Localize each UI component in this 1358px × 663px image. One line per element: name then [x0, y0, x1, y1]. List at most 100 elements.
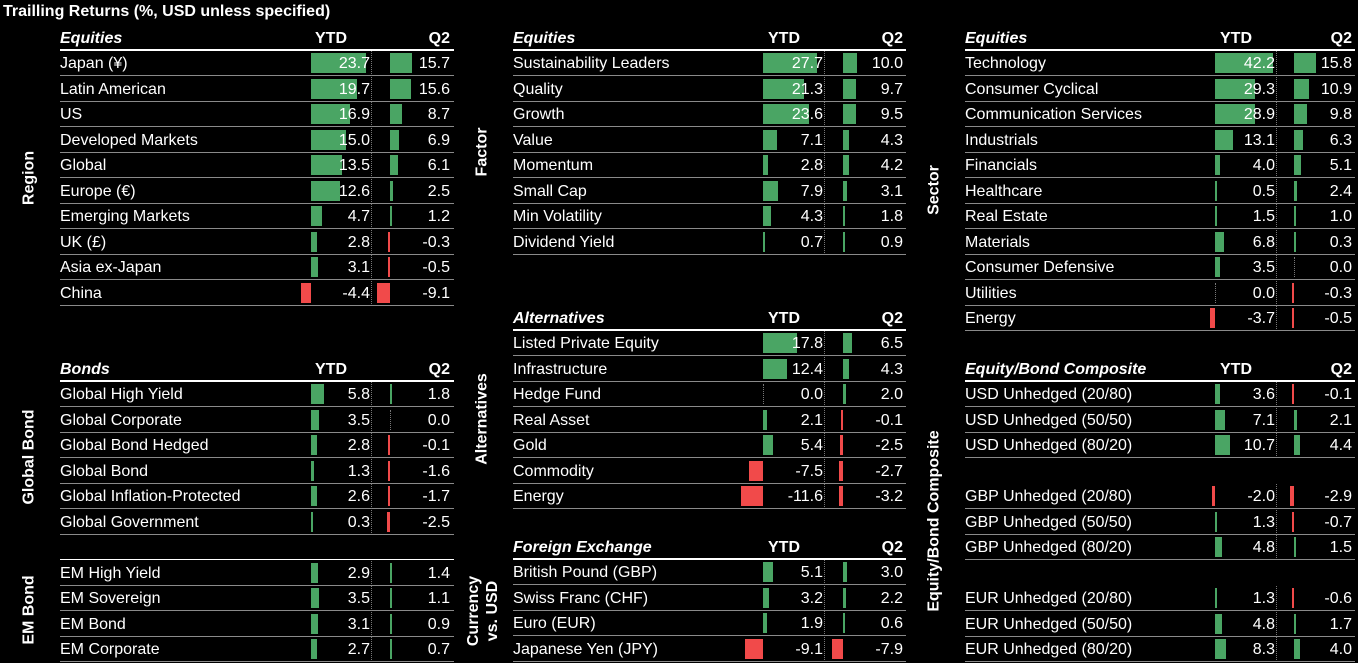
- table-row: EM High Yield 2.9 1.4: [60, 561, 454, 586]
- q2-value: 0.0: [1329, 259, 1352, 277]
- table-row: Momentum 2.8 4.2: [513, 153, 906, 179]
- ytd-value: 2.8: [347, 437, 370, 455]
- ytd-bar: [1215, 537, 1222, 558]
- row-divider: [513, 202, 906, 204]
- column-divider: [824, 433, 825, 459]
- ytd-value: -11.6: [787, 488, 823, 506]
- q2-value: 1.5: [1329, 539, 1352, 557]
- ytd-value: 1.3: [347, 462, 370, 480]
- q2-value: 4.2: [880, 157, 903, 175]
- table-header: Equities YTD Q2: [965, 26, 1355, 51]
- ytd-bar: [763, 562, 773, 583]
- q2-column-header: Q2: [881, 310, 903, 327]
- table-row: [965, 459, 1355, 484]
- q2-value: -2.7: [875, 462, 903, 480]
- column-divider: [371, 458, 372, 484]
- table-row: Consumer Cyclical 29.3 10.9: [965, 76, 1355, 102]
- q2-column-header: Q2: [428, 361, 450, 378]
- ytd-value: 4.8: [1252, 615, 1275, 633]
- q2-bar: [1294, 231, 1296, 252]
- q2-value: 1.4: [427, 565, 450, 582]
- row-divider: [60, 100, 454, 102]
- row-divider: [60, 533, 454, 535]
- column-divider: [371, 153, 372, 179]
- table-row: Healthcare 0.5 2.4: [965, 178, 1355, 204]
- ytd-value: 3.5: [347, 411, 370, 429]
- row-label: Global Bond: [60, 462, 149, 480]
- table-row: China -4.4 -9.1: [60, 280, 454, 306]
- ytd-value: 0.3: [347, 513, 370, 531]
- q2-bar: [390, 206, 392, 227]
- ytd-bar: [1215, 257, 1220, 278]
- table-row: Energy -11.6 -3.2: [513, 484, 906, 510]
- q2-value: 2.0: [880, 386, 903, 404]
- q2-bar: [390, 180, 394, 201]
- q2-bar: [1294, 257, 1296, 278]
- row-divider: [513, 355, 906, 357]
- row-label: EM Bond: [60, 615, 126, 633]
- q2-value: 6.9: [427, 131, 450, 149]
- row-label: Hedge Fund: [513, 386, 602, 404]
- ytd-value: 3.6: [1252, 386, 1275, 404]
- row-divider: [965, 100, 1355, 102]
- ytd-column-header: YTD: [1220, 30, 1252, 47]
- column-divider: [824, 153, 825, 179]
- q2-bar: [388, 231, 390, 252]
- q2-value: -1.6: [422, 462, 450, 480]
- ytd-value: 1.3: [1252, 513, 1275, 531]
- q2-bar: [387, 486, 390, 507]
- q2-bar: [390, 639, 392, 660]
- side-label-currency: Currency vs. USD: [465, 575, 501, 647]
- column-divider: [371, 178, 372, 204]
- ytd-value: 2.8: [347, 233, 370, 251]
- ytd-bar: [1215, 53, 1273, 74]
- row-divider: [513, 508, 906, 510]
- ytd-value: 27.7: [791, 55, 823, 73]
- q2-bar: [1292, 384, 1294, 405]
- column-divider: [824, 127, 825, 153]
- table-row: Global High Yield 5.8 1.8: [60, 382, 454, 408]
- table-row: Real Asset 2.1 -0.1: [513, 407, 906, 433]
- q2-value: -2.9: [1324, 488, 1352, 506]
- ytd-bar: [1215, 129, 1233, 150]
- q2-value: -0.3: [422, 233, 450, 251]
- row-label: Global: [60, 157, 107, 175]
- row-divider: [60, 228, 454, 230]
- q2-value: -0.3: [1324, 284, 1352, 302]
- table-row: Global 13.5 6.1: [60, 153, 454, 179]
- page-title: Trailling Returns (%, USD unless specifi…: [3, 3, 331, 20]
- table-row: British Pound (GBP) 5.1 3.0: [513, 560, 906, 586]
- ytd-bar: [763, 587, 770, 608]
- row-divider: [513, 635, 906, 637]
- q2-bar: [841, 409, 843, 430]
- ytd-value: 3.1: [347, 615, 370, 633]
- column-divider: [1276, 204, 1277, 230]
- ytd-bar: [1215, 384, 1220, 405]
- q2-value: -0.1: [875, 411, 903, 429]
- row-divider: [965, 406, 1355, 408]
- row-divider: [60, 253, 454, 255]
- column-divider: [371, 484, 372, 510]
- table-row: Sustainability Leaders 27.7 10.0: [513, 51, 906, 77]
- q2-column-header: Q2: [881, 30, 903, 47]
- ytd-value: 4.8: [1252, 539, 1275, 557]
- q2-value: 4.3: [880, 131, 903, 149]
- row-label: Value: [513, 131, 553, 149]
- q2-value: 15.7: [418, 55, 450, 73]
- row-divider: [60, 151, 454, 153]
- q2-value: 9.5: [880, 106, 903, 124]
- table-row: Small Cap 7.9 3.1: [513, 178, 906, 204]
- q2-bar: [843, 333, 852, 354]
- column-divider: [371, 255, 372, 281]
- table-row: Real Estate 1.5 1.0: [965, 204, 1355, 230]
- row-divider: [60, 406, 454, 408]
- table-header-label: Alternatives: [513, 310, 605, 327]
- ytd-bar: [311, 231, 318, 252]
- row-divider: [513, 406, 906, 408]
- column-divider: [1276, 305, 1277, 331]
- q2-bar: [843, 358, 849, 379]
- ytd-value: 3.5: [347, 590, 370, 608]
- column-divider: [1276, 102, 1277, 128]
- table-row: USD Unhedged (80/20) 10.7 4.4: [965, 433, 1355, 459]
- row-divider: [965, 431, 1355, 433]
